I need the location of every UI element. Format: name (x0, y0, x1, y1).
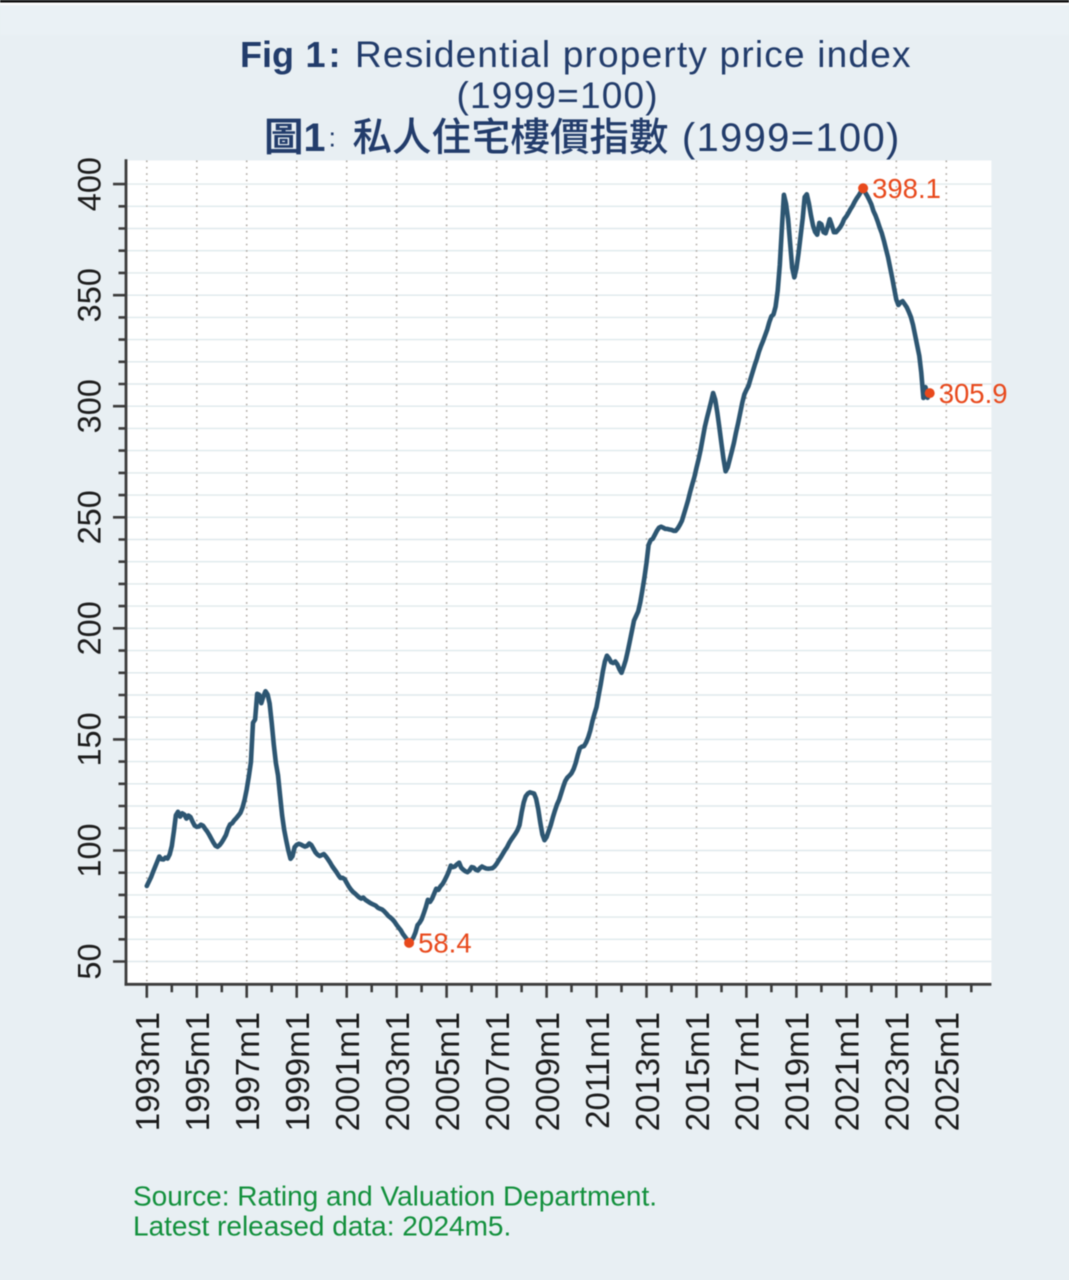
svg-text:2007m1: 2007m1 (479, 1012, 516, 1131)
svg-text::: : (329, 123, 337, 153)
svg-text:Latest released data: 2024m5.: Latest released data: 2024m5. (133, 1211, 511, 1242)
svg-text:2019m1: 2019m1 (779, 1012, 816, 1131)
svg-text:50: 50 (72, 943, 108, 979)
svg-text:400: 400 (72, 157, 108, 211)
svg-text:250: 250 (72, 490, 108, 544)
svg-text:2015m1: 2015m1 (679, 1012, 716, 1131)
svg-text:(1999=100): (1999=100) (457, 75, 659, 116)
svg-text:300: 300 (72, 379, 108, 433)
svg-text:1993m1: 1993m1 (129, 1012, 166, 1131)
svg-text:Fig: Fig (240, 34, 294, 75)
svg-text:1: 1 (306, 34, 326, 75)
svg-text:1997m1: 1997m1 (229, 1012, 266, 1131)
svg-text:2009m1: 2009m1 (529, 1012, 566, 1131)
svg-text:2001m1: 2001m1 (329, 1012, 366, 1131)
svg-text:100: 100 (72, 823, 108, 877)
svg-text:2025m1: 2025m1 (929, 1012, 966, 1131)
svg-text:305.9: 305.9 (939, 378, 1008, 409)
svg-text:200: 200 (72, 601, 108, 655)
svg-text:2003m1: 2003m1 (379, 1012, 416, 1131)
svg-text::: : (329, 34, 341, 75)
svg-text:2023m1: 2023m1 (879, 1012, 916, 1131)
svg-text:398.1: 398.1 (872, 173, 941, 204)
svg-text:350: 350 (72, 268, 108, 322)
svg-text:Residential property price ind: Residential property price index (355, 34, 912, 75)
svg-text:2011m1: 2011m1 (579, 1012, 616, 1129)
svg-text:2021m1: 2021m1 (829, 1012, 866, 1131)
svg-text:2013m1: 2013m1 (629, 1012, 666, 1131)
svg-text:1995m1: 1995m1 (179, 1012, 216, 1131)
svg-text:2017m1: 2017m1 (729, 1012, 766, 1131)
svg-text:(1999=100): (1999=100) (682, 116, 901, 160)
svg-text:1999m1: 1999m1 (279, 1012, 316, 1131)
svg-text:150: 150 (72, 712, 108, 766)
svg-text:Source: Rating and Valuation D: Source: Rating and Valuation Department. (133, 1181, 657, 1212)
svg-text:2005m1: 2005m1 (429, 1012, 466, 1131)
svg-text:1: 1 (304, 116, 326, 160)
svg-text:58.4: 58.4 (418, 928, 472, 959)
